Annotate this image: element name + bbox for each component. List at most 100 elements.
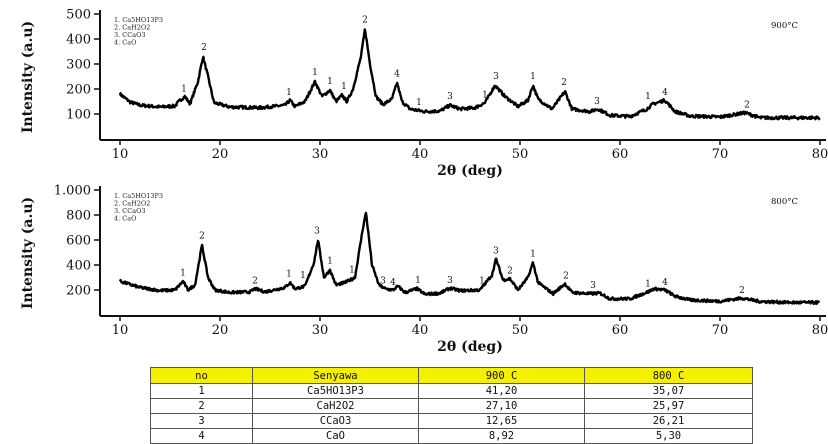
table-row: 4 CaO 8,92 5,30 xyxy=(150,428,753,444)
y-tick-label: 1.000 xyxy=(54,184,91,199)
header-800c: 800 C xyxy=(584,367,753,384)
x-tick-label: 80 xyxy=(812,147,828,162)
legend-entry: 1. Ca5HO13P3 xyxy=(114,192,163,200)
peak-label: 3 xyxy=(594,97,600,107)
cell-no: 4 xyxy=(150,428,253,444)
peak-label: 4 xyxy=(662,88,668,98)
peak-label: 2 xyxy=(744,101,750,111)
peak-label: 1 xyxy=(300,271,306,281)
peak-label: 4 xyxy=(394,69,400,79)
y-tick-label: 400 xyxy=(66,33,91,48)
table-row: 3 CCaO3 12,65 26,21 xyxy=(150,413,753,429)
peak-label: 2 xyxy=(252,277,258,287)
x-tick-label: 30 xyxy=(312,323,329,338)
table-header-row: no Senyawa 900 C 800 C xyxy=(150,367,753,384)
peak-label: 1 xyxy=(479,277,485,287)
cell-800c: 5,30 xyxy=(584,428,753,444)
peak-label: 3 xyxy=(590,281,596,291)
cell-800c: 35,07 xyxy=(584,383,753,399)
peak-label: 1 xyxy=(530,72,536,82)
peak-label: 3 xyxy=(493,72,499,82)
cell-compound: CaH2O2 xyxy=(252,398,419,414)
composition-table-container: no Senyawa 900 C 800 C 1 Ca5HO13P3 41,20… xyxy=(150,367,753,444)
xrd-series-line xyxy=(118,28,821,121)
chart-panel-900c: 100 200 300 400 500 10 20 30 40 50 60 70 80 2θ (deg) I… xyxy=(20,8,828,180)
xrd-charts: 100 200 300 400 500 10 20 30 40 50 60 70 80 2θ (deg) I… xyxy=(20,8,828,356)
peak-label: 2 xyxy=(201,43,207,53)
xrd-series-line xyxy=(118,211,821,305)
peak-label: 2 xyxy=(507,267,513,277)
composition-table: no Senyawa 900 C 800 C 1 Ca5HO13P3 41,20… xyxy=(150,367,753,444)
temperature-label: 900°C xyxy=(771,21,798,31)
legend-entry: 3. CCaO3 xyxy=(114,207,146,215)
cell-900c: 41,20 xyxy=(418,383,585,399)
y-tick-label: 400 xyxy=(66,259,91,274)
peak-label: 2 xyxy=(362,16,368,26)
peak-label: 4 xyxy=(662,278,668,288)
x-axis-title: 2θ (deg) xyxy=(437,339,503,355)
chart-panel-800c: 200 400 600 800 1.000 10 20 30 40 50 60 70 80 2θ (deg… xyxy=(20,184,828,356)
x-tick-label: 30 xyxy=(312,147,329,162)
peak-label: 1 xyxy=(286,88,292,98)
x-axis-title: 2θ (deg) xyxy=(437,163,503,179)
x-tick-label: 20 xyxy=(212,147,229,162)
cell-800c: 25,97 xyxy=(584,398,753,414)
cell-no: 1 xyxy=(150,383,253,399)
peak-label: 1 xyxy=(286,270,292,280)
peak-label: 1 xyxy=(180,268,186,278)
legend-entry: 2. CaH2O2 xyxy=(114,200,150,208)
x-tick-label: 80 xyxy=(812,323,828,338)
y-tick-label: 600 xyxy=(66,234,91,249)
y-axis-title: Intensity (a.u) xyxy=(20,197,36,309)
peak-label: 3 xyxy=(380,277,386,287)
y-tick-label: 200 xyxy=(66,284,91,299)
table-row: 2 CaH2O2 27,10 25,97 xyxy=(150,398,753,414)
peak-label: 3 xyxy=(447,276,453,286)
x-tick-label: 50 xyxy=(512,147,529,162)
peak-label: 1 xyxy=(530,250,536,260)
y-tick-label: 500 xyxy=(66,8,91,23)
cell-800c: 26,21 xyxy=(584,413,753,429)
x-tick-label: 40 xyxy=(412,323,429,338)
y-axis-title: Intensity (a.u) xyxy=(20,21,36,133)
header-900c: 900 C xyxy=(418,367,585,384)
table-row: 1 Ca5HO13P3 41,20 35,07 xyxy=(150,383,753,399)
peak-label: 1 xyxy=(181,84,187,94)
cell-900c: 8,92 xyxy=(418,428,585,444)
header-compound: Senyawa xyxy=(252,367,419,384)
peak-label: 3 xyxy=(493,247,499,257)
cell-900c: 12,65 xyxy=(418,413,585,429)
peak-label: 1 xyxy=(312,68,318,78)
peak-label: 1 xyxy=(341,82,347,92)
peak-label: 1 xyxy=(349,265,355,275)
header-no: no xyxy=(150,367,253,384)
x-tick-label: 20 xyxy=(212,323,229,338)
y-tick-label: 200 xyxy=(66,83,91,98)
legend-entry: 3. CCaO3 xyxy=(114,31,146,39)
legend-entry: 4. CaO xyxy=(114,39,136,47)
x-tick-label: 70 xyxy=(712,323,729,338)
peak-label: 3 xyxy=(314,227,320,237)
peak-label: 1 xyxy=(482,91,488,101)
y-tick-label: 100 xyxy=(66,108,91,123)
x-tick-label: 60 xyxy=(612,147,629,162)
cell-no: 3 xyxy=(150,413,253,429)
peak-label: 1 xyxy=(645,280,651,290)
cell-compound: CaO xyxy=(252,428,419,444)
peak-label: 2 xyxy=(199,232,205,242)
cell-compound: Ca5HO13P3 xyxy=(252,383,419,399)
y-tick-label: 800 xyxy=(66,209,91,224)
peak-label: 4 xyxy=(390,278,396,288)
peak-label: 2 xyxy=(563,272,569,282)
y-tick-label: 300 xyxy=(66,58,91,73)
legend-entry: 1. Ca5HO13P3 xyxy=(114,16,163,24)
cell-900c: 27,10 xyxy=(418,398,585,414)
legend-entry: 2. CaH2O2 xyxy=(114,24,150,32)
peak-label: 3 xyxy=(447,92,453,102)
x-tick-label: 10 xyxy=(112,147,129,162)
peak-label: 1 xyxy=(416,98,422,108)
legend-entry: 4. CaO xyxy=(114,215,136,223)
temperature-label: 800°C xyxy=(771,197,798,207)
cell-no: 2 xyxy=(150,398,253,414)
peak-label: 2 xyxy=(739,286,745,296)
